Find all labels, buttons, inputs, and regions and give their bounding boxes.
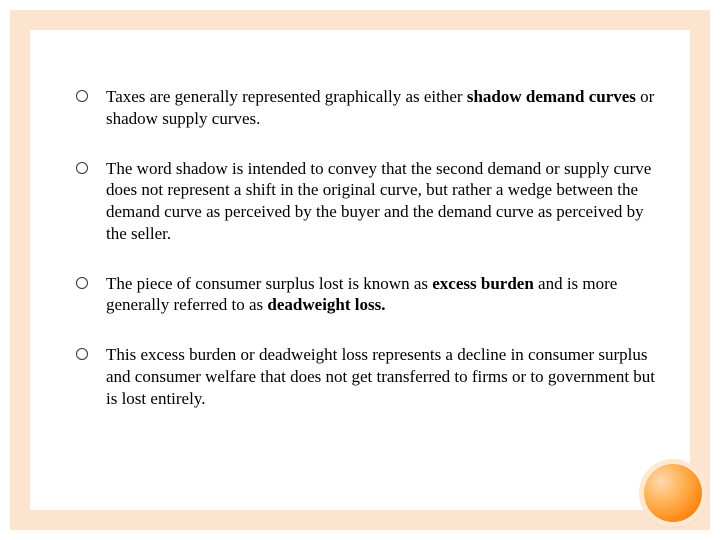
- list-item: This excess burden or deadweight loss re…: [76, 344, 656, 409]
- bullet-icon: [76, 90, 88, 102]
- decorative-sphere-icon: [644, 464, 702, 522]
- list-item-text: The piece of consumer surplus lost is kn…: [106, 273, 656, 317]
- list-item-text: The word shadow is intended to convey th…: [106, 158, 656, 245]
- list-item-text: Taxes are generally represented graphica…: [106, 86, 656, 130]
- list-item: The word shadow is intended to convey th…: [76, 158, 656, 245]
- list-item-text: This excess burden or deadweight loss re…: [106, 344, 656, 409]
- slide-border-top: [10, 10, 710, 30]
- bullet-icon: [76, 348, 88, 360]
- slide-border-bottom: [10, 510, 710, 530]
- list-item: The piece of consumer surplus lost is kn…: [76, 273, 656, 317]
- bullet-icon: [76, 162, 88, 174]
- slide-border-left: [10, 10, 30, 530]
- slide-content: Taxes are generally represented graphica…: [76, 86, 656, 437]
- slide-border-right: [690, 10, 710, 530]
- list-item: Taxes are generally represented graphica…: [76, 86, 656, 130]
- bullet-icon: [76, 277, 88, 289]
